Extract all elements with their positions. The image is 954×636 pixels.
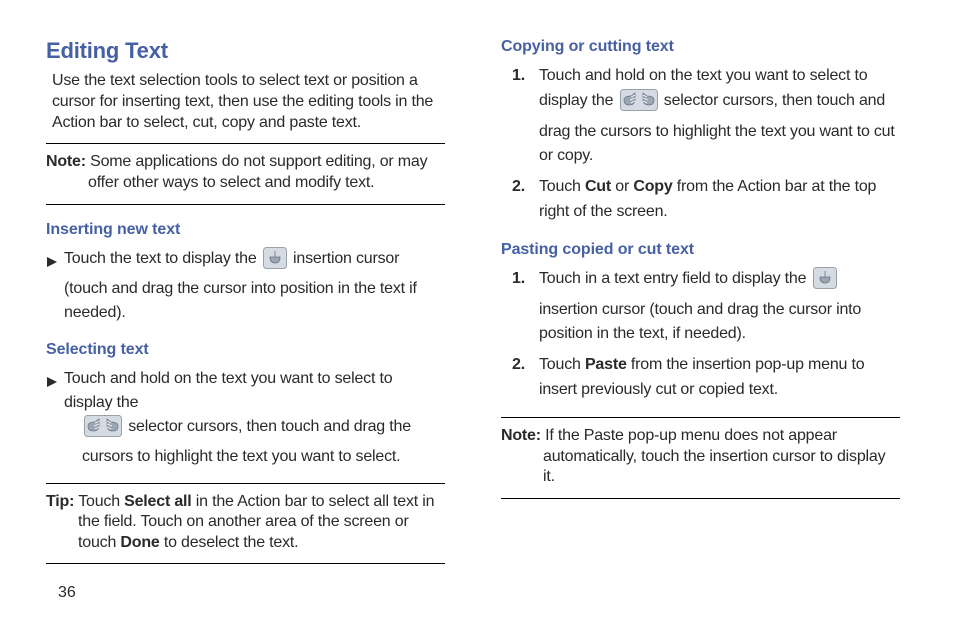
divider bbox=[501, 498, 900, 499]
divider bbox=[46, 563, 445, 564]
selector-handles-icon bbox=[84, 415, 122, 445]
cursor-handle-icon bbox=[263, 247, 287, 277]
text-fragment: or bbox=[611, 178, 633, 195]
page-number: 36 bbox=[58, 584, 76, 602]
list-item: 1. Touch and hold on the text you want t… bbox=[501, 64, 900, 169]
right-column: Copying or cutting text 1. Touch and hol… bbox=[501, 38, 900, 572]
divider bbox=[46, 204, 445, 205]
step-body: Touch and hold on the text you want to s… bbox=[539, 64, 900, 169]
bold-select-all: Select all bbox=[124, 493, 191, 510]
text-fragment: insertion cursor (touch and drag the cur… bbox=[539, 301, 861, 343]
subheading-selecting: Selecting text bbox=[46, 341, 445, 359]
step-body: Touch Paste from the insertion pop-up me… bbox=[539, 353, 900, 403]
bold-copy: Copy bbox=[633, 178, 672, 195]
left-column: Editing Text Use the text selection tool… bbox=[46, 38, 445, 572]
subheading-pasting: Pasting copied or cut text bbox=[501, 241, 900, 259]
bullet-arrow-icon bbox=[46, 372, 58, 396]
note-block: Note: Some applications do not support e… bbox=[46, 152, 445, 194]
step-number: 1. bbox=[501, 64, 525, 169]
manual-page: Editing Text Use the text selection tool… bbox=[0, 0, 954, 572]
text-fragment: Touch in a text entry field to display t… bbox=[539, 270, 811, 287]
step-body: Touch Cut or Copy from the Action bar at… bbox=[539, 175, 900, 225]
note-body: Some applications do not support editing… bbox=[86, 153, 428, 191]
note-block: Note: If the Paste pop-up menu does not … bbox=[501, 426, 900, 488]
text-fragment: selector cursors, then touch and drag th… bbox=[82, 418, 411, 465]
subheading-copy-cut: Copying or cutting text bbox=[501, 38, 900, 56]
bullet-arrow-icon bbox=[46, 252, 58, 276]
list-item: 1. Touch in a text entry field to displa… bbox=[501, 267, 900, 347]
bullet-text: Touch and hold on the text you want to s… bbox=[64, 367, 445, 469]
divider bbox=[501, 417, 900, 418]
bold-done: Done bbox=[120, 534, 159, 551]
divider bbox=[46, 143, 445, 144]
cursor-handle-icon bbox=[813, 267, 837, 298]
list-item: 2. Touch Paste from the insertion pop-up… bbox=[501, 353, 900, 403]
bullet-insert-text: Touch the text to display the insertion … bbox=[46, 247, 445, 325]
note-body: If the Paste pop-up menu does not appear… bbox=[541, 427, 885, 486]
tip-label: Tip: bbox=[46, 493, 74, 510]
bullet-select-text: Touch and hold on the text you want to s… bbox=[46, 367, 445, 469]
bold-cut: Cut bbox=[585, 178, 611, 195]
text-fragment: Touch bbox=[74, 493, 124, 510]
subheading-inserting: Inserting new text bbox=[46, 221, 445, 239]
text-fragment: to deselect the text. bbox=[160, 534, 299, 551]
copy-cut-steps: 1. Touch and hold on the text you want t… bbox=[501, 64, 900, 225]
bullet-text: Touch the text to display the insertion … bbox=[64, 247, 445, 325]
note-label: Note: bbox=[501, 427, 541, 444]
selector-handles-icon bbox=[620, 89, 658, 120]
step-number: 1. bbox=[501, 267, 525, 347]
step-number: 2. bbox=[501, 353, 525, 403]
text-fragment: Touch bbox=[539, 178, 585, 195]
step-body: Touch in a text entry field to display t… bbox=[539, 267, 900, 347]
step-number: 2. bbox=[501, 175, 525, 225]
section-heading: Editing Text bbox=[46, 38, 445, 64]
text-fragment: Touch bbox=[539, 356, 585, 373]
bold-paste: Paste bbox=[585, 356, 627, 373]
note-label: Note: bbox=[46, 153, 86, 170]
intro-paragraph: Use the text selection tools to select t… bbox=[46, 70, 445, 133]
divider bbox=[46, 483, 445, 484]
paste-steps: 1. Touch in a text entry field to displa… bbox=[501, 267, 900, 403]
tip-block: Tip: Touch Select all in the Action bar … bbox=[46, 492, 445, 553]
text-fragment: Touch and hold on the text you want to s… bbox=[64, 370, 392, 411]
list-item: 2. Touch Cut or Copy from the Action bar… bbox=[501, 175, 900, 225]
text-fragment: Touch the text to display the bbox=[64, 250, 261, 267]
